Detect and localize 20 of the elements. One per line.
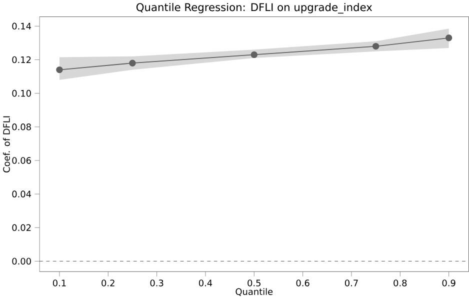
y-tick-label: 0.12 [12,56,31,64]
chart-title: Quantile Regression: DFLI on upgrade_index [136,2,372,14]
y-axis-title: Coef. of DFLI [3,116,10,172]
x-tick-label: 0.4 [198,280,212,286]
y-tick-label: 0.08 [12,124,31,130]
x-tick-label: 0.7 [344,280,358,286]
y-tick-label: 0.10 [12,90,31,97]
y-tick-label: 0.00 [12,258,31,265]
x-tick-label: 0.6 [296,280,310,286]
x-tick-label: 0.1 [52,280,66,286]
y-tick-label: 0.04 [12,190,32,198]
x-tick-label: 0.9 [442,280,456,286]
y-tick-label: 0.14 [12,22,32,30]
x-tick-label: 0.5 [248,280,260,286]
y-tick-label: 0.06 [12,157,31,164]
x-tick-label: 0.3 [150,280,164,286]
y-tick-label: 0.02 [12,224,31,232]
x-tick-label: 0.2 [102,280,114,286]
x-tick-label: 0.8 [394,280,407,286]
x-axis-title: Quantile [236,288,273,296]
